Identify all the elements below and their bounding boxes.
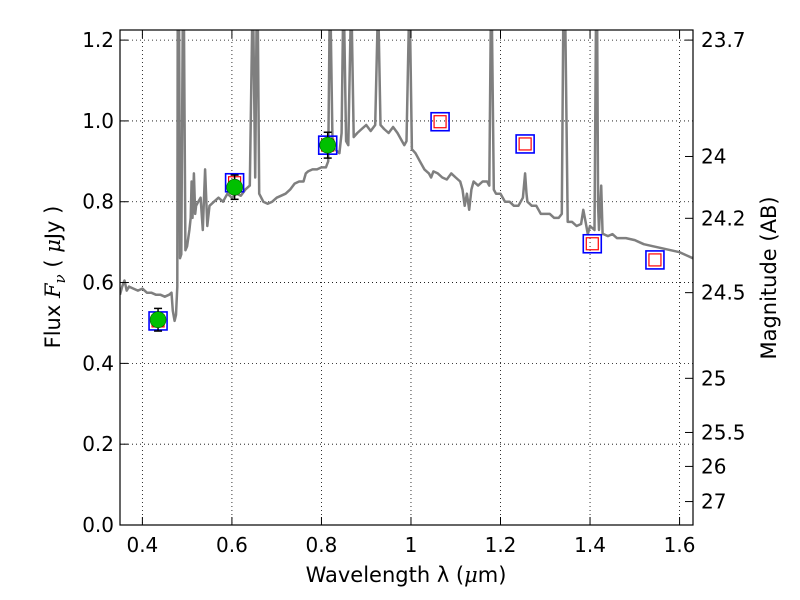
x-tick-label: 1.2 xyxy=(485,533,517,557)
x-tick-label: 1 xyxy=(405,533,418,557)
y2-tick-label: 25.5 xyxy=(701,420,746,444)
y-tick-label: 0.6 xyxy=(82,271,114,295)
y2-tick-label: 26 xyxy=(701,454,726,478)
y-tick-label: 1.2 xyxy=(82,28,114,52)
y-tick-label: 1.0 xyxy=(82,109,114,133)
y-tick-label: 0.2 xyxy=(82,432,114,456)
y2-axis-label: Magnitude (AB) xyxy=(757,196,781,359)
y-tick-label: 0.4 xyxy=(82,351,114,375)
model-flux-box xyxy=(515,134,535,154)
y2-tick-label: 24.2 xyxy=(701,206,746,230)
y2-tick-label: 24 xyxy=(701,144,726,168)
y2-tick-label: 27 xyxy=(701,490,726,514)
y-axis-label: Flux Fν ( μJy ) xyxy=(41,206,69,349)
plot-area xyxy=(120,30,693,332)
detection-point xyxy=(226,178,243,196)
tick-labels: 0.4 0.6 0.8 1 1.2 1.4 1.6 0.0 0.2 0.4 0.6 0.8 1.0 1.2… xyxy=(82,28,745,557)
x-tick-label: 1.4 xyxy=(574,533,606,557)
x-tick-label: 0.4 xyxy=(126,533,158,557)
y2-tick-label: 25 xyxy=(701,366,726,390)
model-flux-box xyxy=(582,233,603,254)
detection-point xyxy=(319,136,337,154)
tick-marks xyxy=(120,30,693,526)
model-flux-box xyxy=(645,250,665,270)
model-flux-inner-box xyxy=(518,137,532,151)
model-flux-inner-box xyxy=(585,237,599,251)
x-axis-label: Wavelength λ (μm) xyxy=(306,563,507,587)
y-tick-label: 0.8 xyxy=(82,190,114,214)
model-spectrum-line xyxy=(120,30,693,323)
y2-tick-label: 23.7 xyxy=(701,28,746,52)
model-flux-box xyxy=(430,111,450,132)
plot-frame xyxy=(119,29,694,526)
detection-point xyxy=(149,311,167,329)
model-flux-inner-box xyxy=(648,253,662,267)
x-tick-label: 1.6 xyxy=(664,533,696,557)
model-flux-inner-box xyxy=(433,115,447,129)
grid xyxy=(120,30,693,526)
y-tick-label: 0.0 xyxy=(82,513,114,537)
y2-tick-label: 24.5 xyxy=(701,281,746,305)
x-tick-label: 0.6 xyxy=(216,533,248,557)
x-tick-label: 0.8 xyxy=(306,533,338,557)
